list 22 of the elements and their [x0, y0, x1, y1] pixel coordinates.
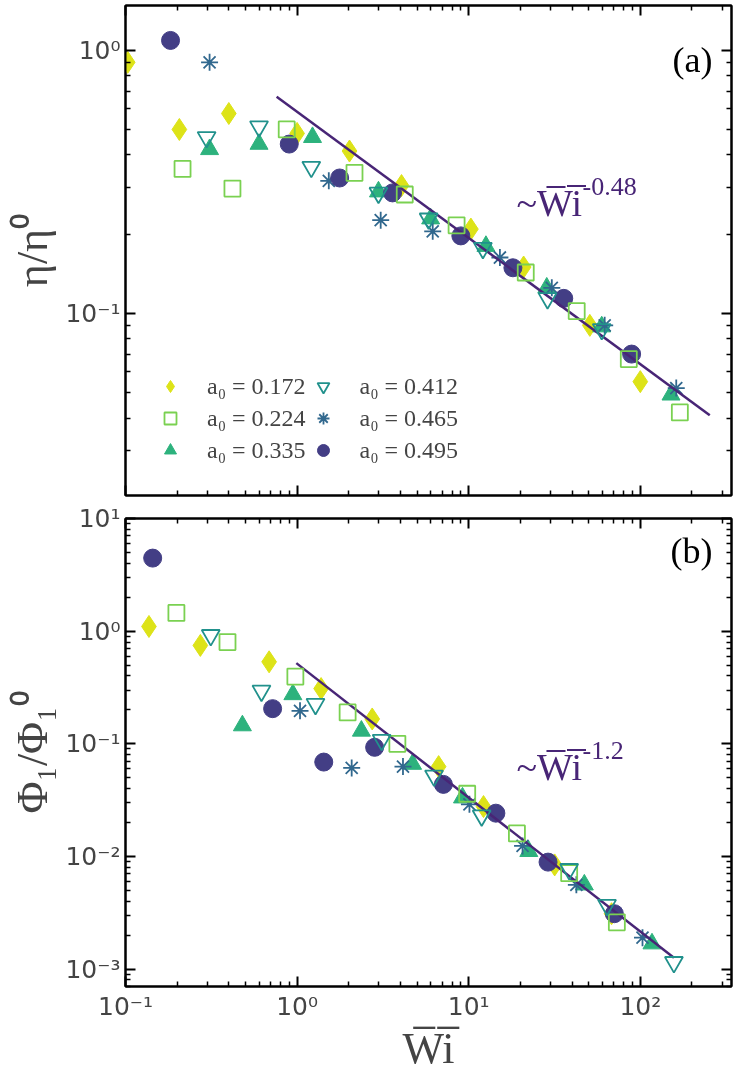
- x-tick-label: 10⁻¹: [97, 991, 154, 1021]
- annotation: (b): [670, 530, 713, 571]
- y-axis-title: Φ₁/Φ₁⁰: [8, 691, 58, 814]
- y-tick-label: 10⁻¹: [65, 298, 121, 328]
- legend-label: a₀ = 0.465: [359, 403, 459, 433]
- y-tick-label: 10⁰: [78, 35, 121, 65]
- x-tick-label: 10¹: [447, 991, 490, 1021]
- x-tick-label: 10⁰: [276, 991, 319, 1021]
- annotation: (a): [672, 39, 713, 80]
- legend-label: a₀ = 0.172: [207, 371, 306, 401]
- legend-label: a₀ = 0.495: [359, 435, 459, 465]
- y-tick-label: 10⁻²: [65, 841, 121, 871]
- y-tick-label: 10¹: [78, 504, 121, 533]
- y-tick-label: 10⁻³: [65, 954, 121, 984]
- x-tick-label: 10²: [619, 991, 662, 1021]
- legend-label: a₀ = 0.412: [359, 371, 459, 401]
- x-axis-title: W̅i̅: [402, 1023, 461, 1073]
- y-tick-label: 10⁻¹: [65, 729, 121, 759]
- y-tick-label: 10⁰: [78, 616, 121, 646]
- legend-label: a₀ = 0.224: [207, 403, 306, 433]
- legend-label: a₀ = 0.335: [207, 435, 306, 465]
- y-axis-title: η/η⁰: [8, 213, 58, 288]
